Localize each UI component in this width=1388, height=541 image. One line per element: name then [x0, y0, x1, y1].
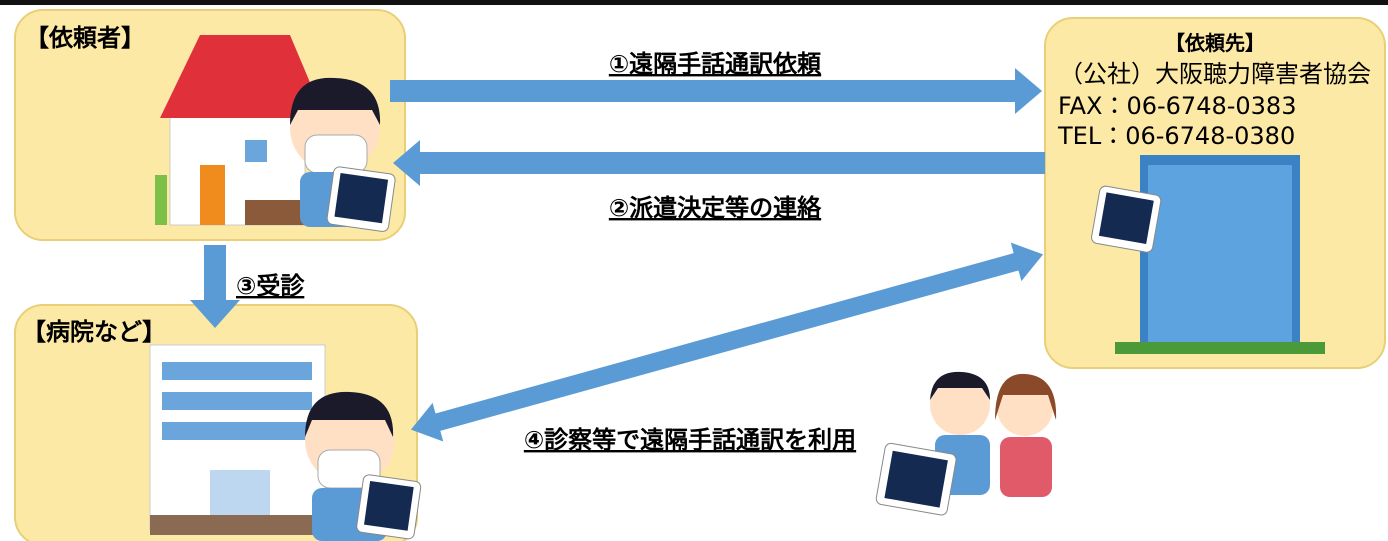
node-label: 【病院など】	[22, 318, 166, 346]
edge-label: ②派遣決定等の連絡	[609, 194, 822, 222]
top-rule	[0, 0, 1388, 5]
person-illustration	[290, 77, 396, 232]
arrow-remote	[410, 242, 1044, 442]
office-illustration	[1091, 155, 1325, 354]
node-label: 【依頼先】	[1165, 31, 1265, 55]
person-illustration	[305, 391, 422, 541]
edge-label: ④診察等で遠隔手話通訳を利用	[524, 426, 856, 454]
signers-illustration	[875, 371, 1057, 516]
edge-label: ①遠隔手話通訳依頼	[609, 50, 822, 78]
house-illustration	[155, 35, 325, 226]
hospital-illustration	[149, 344, 350, 535]
arrow-request	[390, 68, 1042, 114]
org-name: （公社）大阪聴力障害者協会	[1059, 60, 1371, 88]
edge-label: ③受診	[236, 272, 305, 300]
node-label: 【依頼者】	[25, 24, 145, 52]
arrow-visit	[190, 245, 240, 328]
fax: FAX：06-6748-0383	[1058, 92, 1296, 120]
tel: TEL：06-6748-0380	[1057, 122, 1295, 150]
arrow-notice	[393, 140, 1045, 186]
